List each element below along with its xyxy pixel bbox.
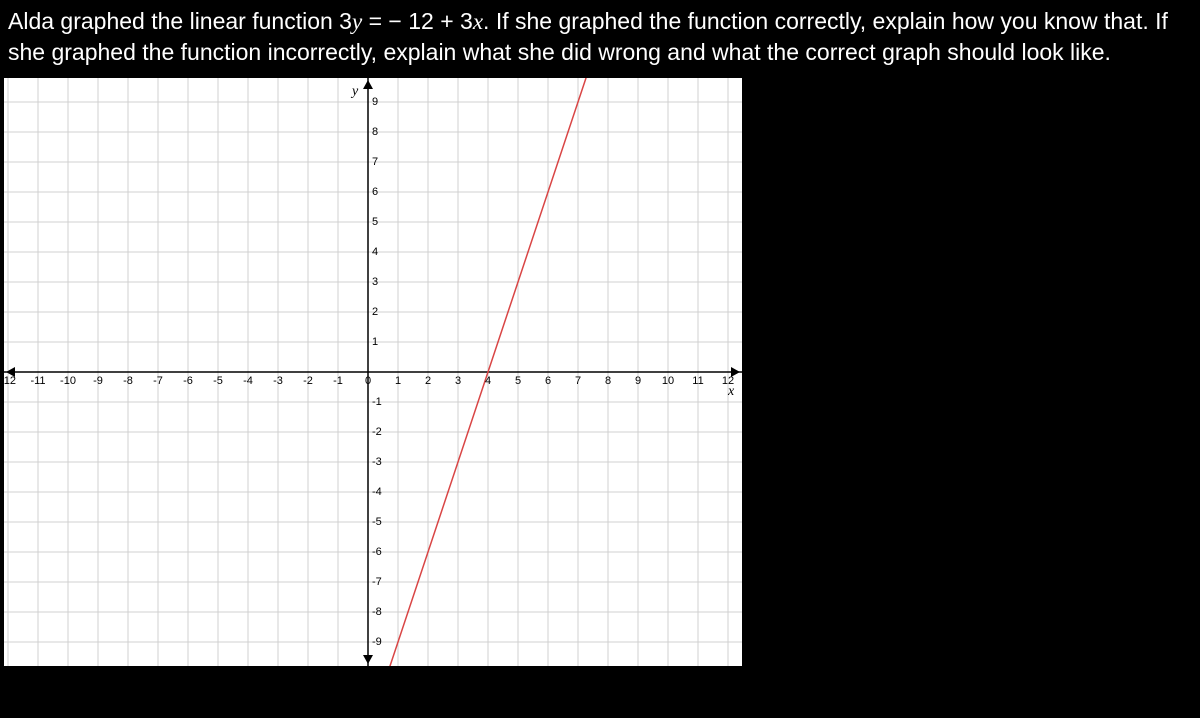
tick-label: -7: [153, 375, 163, 387]
tick-label: 3: [372, 276, 378, 288]
tick-label: 6: [545, 375, 551, 387]
y-axis-label: y: [352, 84, 358, 100]
graph: -12-11-10-9-8-7-6-5-4-3-2-10123456789101…: [4, 78, 742, 666]
var-y: y: [352, 9, 362, 34]
tick-label: 5: [515, 375, 521, 387]
tick-label: -4: [243, 375, 253, 387]
tick-label: 0: [365, 375, 371, 387]
tick-label: -6: [372, 546, 382, 558]
tick-label: -3: [372, 456, 382, 468]
tick-label: 8: [605, 375, 611, 387]
tick-label: 3: [455, 375, 461, 387]
tick-label: 6: [372, 186, 378, 198]
tick-label: -5: [372, 516, 382, 528]
tick-label: -2: [372, 426, 382, 438]
tick-label: 10: [662, 375, 674, 387]
tick-label: -9: [93, 375, 103, 387]
tick-label: -10: [60, 375, 76, 387]
tick-label: 9: [372, 96, 378, 108]
tick-label: -4: [372, 486, 382, 498]
tick-label: 8: [372, 126, 378, 138]
tick-label: 1: [372, 336, 378, 348]
tick-label: 7: [372, 156, 378, 168]
tick-label: -5: [213, 375, 223, 387]
prompt-eq: =: [362, 8, 388, 34]
tick-label: 7: [575, 375, 581, 387]
tick-label: 4: [485, 375, 491, 387]
tick-label: -11: [30, 375, 45, 387]
tick-label: -1: [333, 375, 343, 387]
x-axis-label: x: [728, 384, 734, 400]
tick-label: 2: [425, 375, 431, 387]
tick-label: -6: [183, 375, 193, 387]
tick-label: 5: [372, 216, 378, 228]
tick-label: -8: [372, 606, 382, 618]
tick-label: -2: [303, 375, 313, 387]
tick-label: 9: [635, 375, 641, 387]
prompt-minus: − 12 + 3: [388, 8, 472, 34]
tick-label: 1: [395, 375, 401, 387]
question-prompt: Alda graphed the linear function 3y = − …: [0, 0, 1200, 78]
tick-label: 2: [372, 306, 378, 318]
tick-label: -7: [372, 576, 382, 588]
var-x: x: [473, 9, 483, 34]
tick-label: -9: [372, 636, 382, 648]
tick-label: -12: [0, 375, 16, 387]
tick-label: 11: [692, 375, 703, 387]
tick-label: 4: [372, 246, 378, 258]
tick-label: -8: [123, 375, 133, 387]
tick-label: -3: [273, 375, 283, 387]
prompt-text-1: Alda graphed the linear function 3: [8, 8, 352, 34]
tick-label: -1: [372, 396, 382, 408]
